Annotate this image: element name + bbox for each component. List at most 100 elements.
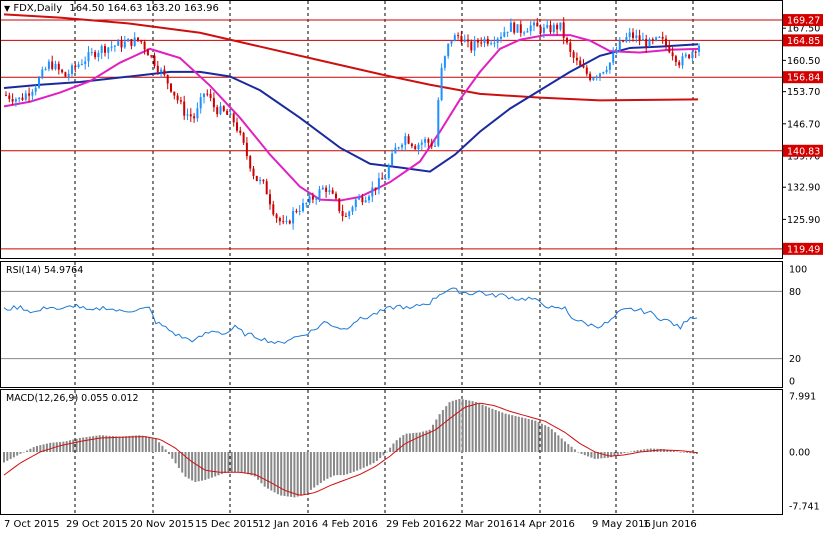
candle-body	[513, 22, 516, 33]
macd-histogram-bar	[29, 448, 32, 452]
macd-histogram-bar	[247, 452, 250, 475]
macd-histogram-bar	[6, 452, 9, 461]
candle-body	[450, 41, 453, 44]
macd-histogram-bar	[626, 452, 629, 453]
macd-histogram-bar	[501, 412, 504, 452]
macd-histogram-bar	[696, 452, 698, 454]
macd-histogram-bar	[128, 435, 131, 452]
candle-body	[331, 190, 334, 194]
macd-histogram-bar	[82, 437, 85, 452]
candle-body	[688, 54, 691, 59]
candle-body	[536, 22, 539, 27]
macd-histogram-bar	[590, 452, 593, 458]
candle-body	[457, 35, 460, 37]
candle-body	[315, 198, 318, 200]
candle-body	[404, 136, 407, 145]
macd-histogram-bar	[161, 445, 164, 452]
macd-histogram-bar	[524, 418, 527, 452]
candle-body	[503, 32, 506, 37]
candle-body	[632, 32, 634, 38]
candle-body	[443, 56, 446, 68]
macd-histogram-bar	[131, 435, 134, 452]
candle-body	[252, 168, 255, 176]
macd-histogram-bar	[412, 433, 415, 452]
macd-histogram-bar	[121, 436, 124, 452]
macd-histogram-bar	[260, 452, 263, 484]
macd-histogram-bar	[630, 451, 632, 453]
candle-body	[608, 62, 611, 70]
candle-body	[460, 35, 463, 42]
candle-body	[582, 65, 585, 68]
candle-body	[605, 69, 608, 73]
rsi-pane[interactable]: 100 80 20 0 RSI(14) 54.9764	[0, 261, 824, 389]
macd-histogram-bar	[148, 436, 151, 452]
macd-histogram-bar	[547, 426, 550, 452]
macd-histogram-bar	[689, 452, 692, 454]
macd-histogram-bar	[379, 452, 382, 459]
candle-body	[691, 51, 694, 59]
macd-histogram-bar	[540, 423, 543, 452]
candle-body	[678, 62, 681, 66]
macd-histogram-bar	[517, 416, 520, 452]
candle-body	[585, 67, 588, 74]
candle-body	[84, 61, 87, 65]
macd-histogram-bar	[451, 400, 454, 452]
candle-body	[430, 142, 433, 147]
macd-histogram-bar	[481, 404, 484, 452]
candle-body	[245, 142, 248, 157]
macd-histogram-bar	[62, 441, 65, 452]
macd-histogram-bar	[181, 452, 184, 473]
candle-body	[24, 93, 27, 100]
macd-histogram-bar	[494, 410, 497, 452]
candle-body	[463, 39, 466, 42]
macd-histogram-bar	[75, 438, 78, 452]
candle-body	[117, 40, 120, 46]
macd-histogram-bar	[168, 452, 170, 455]
candle-body	[592, 77, 595, 80]
candle-body	[483, 38, 486, 44]
candle-body	[374, 187, 377, 190]
candle-body	[470, 41, 473, 51]
macd-histogram-bar	[583, 452, 586, 456]
macd-histogram-bar	[187, 452, 190, 479]
macd-histogram-bar	[85, 437, 88, 452]
candle-body	[490, 43, 493, 45]
ohlc-values: 164.50 164.63 163.20 163.96	[69, 3, 219, 14]
candle-body	[328, 190, 331, 192]
candle-body	[242, 132, 245, 143]
macd-histogram-bar	[22, 452, 25, 453]
candle-body	[562, 22, 565, 38]
moving-average-mid	[3, 43, 699, 173]
macd-histogram-bar	[491, 408, 494, 452]
macd-pane[interactable]: 7.991 0.00 -7.741 MACD(12,26,9) 0.055 0.01…	[0, 389, 824, 516]
candle-body	[5, 94, 7, 96]
candle-body	[278, 218, 281, 222]
macd-histogram-bar	[296, 452, 299, 497]
price-tick-label: 139.70	[787, 151, 820, 162]
candle-body	[542, 27, 545, 33]
candle-body	[193, 116, 196, 119]
candle-body	[272, 204, 275, 215]
candle-body	[658, 36, 661, 38]
price-pane[interactable]: 167.50 160.50 153.70 146.70 139.70 132.90 125.…	[0, 0, 824, 260]
level-tag-label: 119.49	[787, 244, 820, 255]
candle-body	[74, 65, 77, 68]
macd-histogram-bar	[49, 442, 52, 452]
macd-histogram-bar	[92, 436, 95, 452]
candle-body	[509, 22, 512, 32]
time-axis-label: 7 Oct 2015	[4, 519, 60, 530]
collapse-arrow-icon[interactable]: ▼	[4, 4, 11, 13]
rsi-tick-label: 20	[789, 354, 801, 365]
candle-body	[226, 110, 229, 115]
macd-histogram-bar	[408, 433, 411, 452]
macd-histogram-bar	[138, 435, 141, 452]
macd-histogram-bar	[356, 452, 359, 471]
candle-body	[572, 51, 575, 58]
candle-body	[275, 214, 278, 219]
candle-body	[694, 51, 697, 53]
rsi-tick-label: 100	[789, 265, 807, 276]
candle-body	[311, 196, 314, 200]
macd-histogram-bar	[303, 452, 306, 495]
level-tag-label: 169.27	[787, 16, 820, 27]
macd-histogram-bar	[415, 432, 418, 452]
